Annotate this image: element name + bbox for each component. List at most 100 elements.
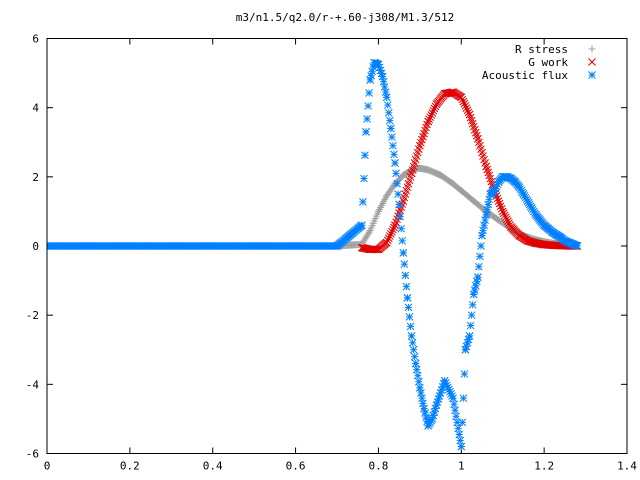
data-point [527,204,536,212]
data-point [365,228,373,236]
x-tick-label: 1.4 [617,460,637,473]
x-tick-label: 0.8 [368,460,388,473]
data-point [403,294,412,302]
data-point [449,394,457,403]
x-tick-label: 0.4 [203,460,223,473]
data-point [462,104,471,112]
data-point [429,106,438,115]
data-point [482,211,490,219]
data-point [398,236,407,245]
y-tick-label: 6 [32,33,39,46]
data-point [424,117,432,126]
data-point [495,199,504,208]
data-point [519,190,528,198]
data-point [250,242,258,250]
data-point [431,102,440,111]
data-point [399,171,407,179]
data-point [410,352,419,361]
data-point [416,141,424,150]
data-point [426,113,435,122]
data-point [425,115,434,124]
data-point [477,242,485,250]
data-point [389,225,397,234]
data-point [449,180,457,188]
data-point [432,100,441,109]
data-point [544,224,553,233]
plot-area [47,58,582,451]
data-point [432,401,441,409]
data-point [459,394,468,403]
data-point [437,171,445,179]
data-point [479,226,487,235]
data-point [457,442,466,451]
y-tick-label: 2 [32,171,39,184]
data-point [476,252,484,261]
data-point [573,242,582,250]
data-point [499,209,508,218]
data-point [405,313,414,321]
data-point [358,243,366,252]
legend-label: Acoustic flux [482,69,568,82]
x-tick-label: 1 [458,460,465,473]
data-point [440,89,449,98]
data-point [417,389,425,397]
data-point [424,421,432,430]
data-point [383,101,392,109]
legend-marker [588,71,596,79]
data-point [548,228,557,237]
data-point [449,88,457,96]
legend-label: G work [528,56,568,69]
x-tick-label: 0.2 [120,460,140,473]
y-tick-label: 0 [32,240,39,253]
data-point [464,108,473,117]
data-point [451,406,459,415]
data-point [412,365,421,374]
data-point [383,236,392,245]
y-tick-label: -2 [26,309,39,322]
data-point [404,303,413,312]
data-point [440,377,449,385]
data-point [463,106,472,115]
data-point [467,311,476,320]
data-point [458,418,467,427]
data-point [388,133,396,141]
data-point [396,212,405,221]
data-point [395,200,403,209]
data-point [470,197,478,205]
data-point [556,233,565,242]
data-point [483,205,492,214]
data-point [511,178,519,186]
data-point [474,273,482,281]
data-point [383,192,391,200]
data-point [452,412,460,421]
data-point [461,345,470,354]
data-point [399,249,408,257]
data-point [503,215,511,224]
data-point [365,89,373,97]
legend-marker [588,58,596,66]
data-point [430,104,439,113]
data-point [455,430,464,439]
data-point [406,322,415,331]
data-point [536,216,544,224]
plot-frame [46,38,628,454]
data-point [361,151,369,160]
data-point [382,238,391,247]
data-point [359,198,367,206]
data-point [126,242,134,250]
data-point [532,239,540,248]
data-point [523,197,532,205]
data-point [424,166,432,174]
data-point [427,111,436,119]
data-point [480,221,488,230]
data-point [374,245,383,254]
data-point [515,183,524,192]
data-point [416,164,424,172]
data-point [413,371,422,380]
data-point [456,436,465,445]
data-point [394,190,402,198]
data-point [208,242,217,250]
data-point [495,216,503,224]
data-point [498,207,507,216]
